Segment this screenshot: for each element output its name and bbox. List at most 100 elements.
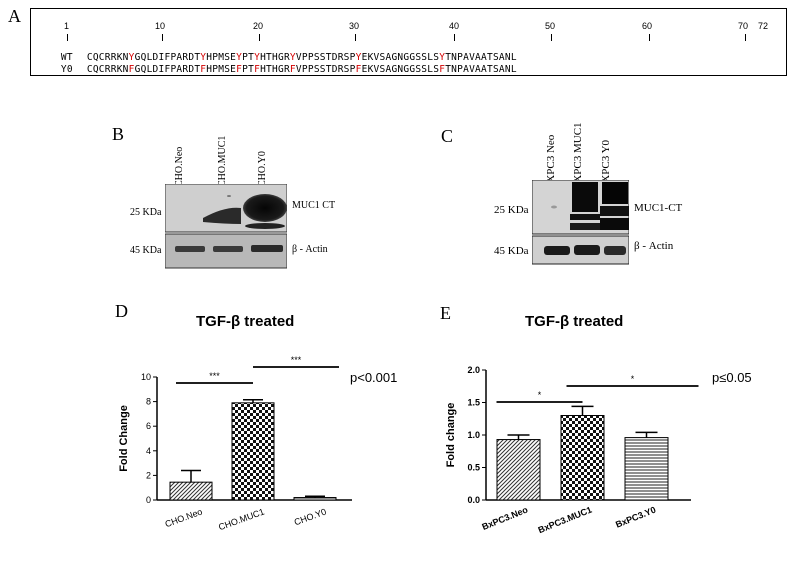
category-label: BxPC3.MUC1 [537,505,594,536]
category-label: CHO.MUC1 [217,506,266,532]
bar [169,481,213,501]
mutated-residue: F [236,64,243,75]
position-label-1: 1 [64,21,70,31]
tick-60 [649,34,650,41]
blot-b-kda-25: 25 KDa [130,207,162,218]
category-label: CHO.Neo [164,506,204,529]
significance-stars: * [631,374,635,384]
mutated-residue: Y [200,52,207,63]
panel-label-b: B [112,124,125,144]
sequence-segment: GQLDIFPARDT [134,64,201,75]
row-label-wt: WT [60,52,73,63]
position-label-20: 20 [253,21,264,31]
position-label-40: 40 [449,21,460,31]
tick-20 [259,34,260,41]
row-label-y0: Y0 [60,64,73,75]
chart-d-title: TGF-β treated [196,313,295,330]
y-tick-label: 1.0 [467,430,480,440]
category-label: BxPC3.Y0 [614,505,657,530]
y-tick-label: 8 [146,397,151,407]
significance-stars: * [538,390,542,400]
bar [496,439,541,501]
significance-stars: *** [291,355,302,365]
bar [293,497,337,501]
sequence-wt: CQCRRKNYGQLDIFPARDTYHPMSEYPTYHTHGRYVPPSS… [87,52,517,63]
mutated-residue: F [128,64,135,75]
tick-40 [454,34,455,41]
sequence-segment: TNPAVAATSANL [445,52,517,63]
sequence-segment: HTHGR [260,52,290,63]
sequence-alignment-box: 1 10 20 30 40 50 60 70 72 WT CQCRRKNYGQLD… [30,8,787,76]
chart-e-title: TGF-β treated [525,313,624,330]
mutated-residue: F [289,64,296,75]
blot-c-band-actin: β - Actin [634,240,674,252]
significance-stars: *** [209,371,220,381]
y-tick-label: 0.5 [467,463,480,473]
sequence-y0: CQCRRKNFGQLDIFPARDTFHPMSEFPTFHTHGRFVPPSS… [87,64,517,75]
y-tick-label: 2 [146,470,151,480]
tick-30 [355,34,356,41]
blot-b-band-muc1ct: MUC1 CT [292,200,336,211]
y-tick-label: 2.0 [467,365,480,375]
y-tick-label: 1.5 [467,398,480,408]
y-tick-label: 0.0 [467,495,480,505]
tick-1 [67,34,68,41]
sequence-segment: CQCRRKN [86,52,129,63]
lane-label-cho-muc1: CHO.MUC1 [217,135,228,187]
blot-b-band-actin: β - Actin [292,244,328,255]
blot-c-image [532,180,629,265]
tick-50 [551,34,552,41]
lane-label-cho-neo: CHO.Neo [174,146,185,187]
sequence-segment: PT [242,64,255,75]
blot-c-band-muc1ct: MUC1-CT [634,202,683,214]
panel-label-d: D [115,301,128,321]
panel-label-c: C [441,126,454,146]
sequence-segment: VPPSSTDRSP [295,52,356,63]
y-tick-label: 10 [141,372,151,382]
position-label-70: 70 [738,21,749,31]
position-label-10: 10 [155,21,166,31]
sequence-segment: CQCRRKN [86,64,129,75]
sequence-segment: HTHGR [260,64,290,75]
chart-e-pvalue: p≤0.05 [712,370,752,385]
position-label-30: 30 [349,21,360,31]
y-tick-label: 4 [146,446,151,456]
sequence-segment: HPMSE [206,64,237,75]
position-label-50: 50 [545,21,556,31]
position-label-72: 72 [758,21,769,31]
panel-label-a: A [8,6,21,26]
category-label: BxPC3.Neo [481,504,530,532]
mutated-residue: F [254,64,261,75]
mutated-residue: Y [128,52,135,63]
position-label-60: 60 [642,21,653,31]
y-axis-label: Fold change [445,403,457,468]
mutated-residue: F [355,64,362,75]
blot-b-kda-45: 45 KDa [130,245,162,256]
sequence-row-wt: WT CQCRRKNYGQLDIFPARDTYHPMSEYPTYHTHGRYVPP… [37,41,517,74]
bar [560,415,605,501]
sequence-segment: TNPAVAATSANL [445,64,517,75]
bar [231,402,275,501]
sequence-segment: PT [242,52,255,63]
chart-d-pvalue: p<0.001 [350,370,398,385]
sequence-segment: GQLDIFPARDT [134,52,201,63]
mutated-residue: Y [355,52,362,63]
mutated-residue: Y [439,52,446,63]
sequence-segment: VPPSSTDRSP [295,64,356,75]
y-tick-label: 0 [146,495,151,505]
sequence-segment: HPMSE [206,52,237,63]
lane-label-cho-y0: CHO.Y0 [257,151,268,187]
y-axis-label: Fold Change [118,405,130,472]
tick-70 [745,34,746,41]
blot-c-kda-45: 45 KDa [494,245,529,257]
bar [624,437,669,501]
panel-label-e: E [440,303,451,323]
category-label: CHO.Y0 [293,506,328,527]
chart-d: 0 2 4 6 8 10 Fold Change CHO.Neo CHO.MUC1 CHO.Y0 *… [118,355,352,532]
y-tick-label: 6 [146,421,151,431]
sequence-row-y0: Y0 CQCRRKNFGQLDIFPARDTFHPMSEFPTFHTHGRFVPP… [37,53,517,86]
mutated-residue: Y [289,52,296,63]
blot-b-image [165,184,287,269]
blot-c-kda-25: 25 KDa [494,204,529,216]
